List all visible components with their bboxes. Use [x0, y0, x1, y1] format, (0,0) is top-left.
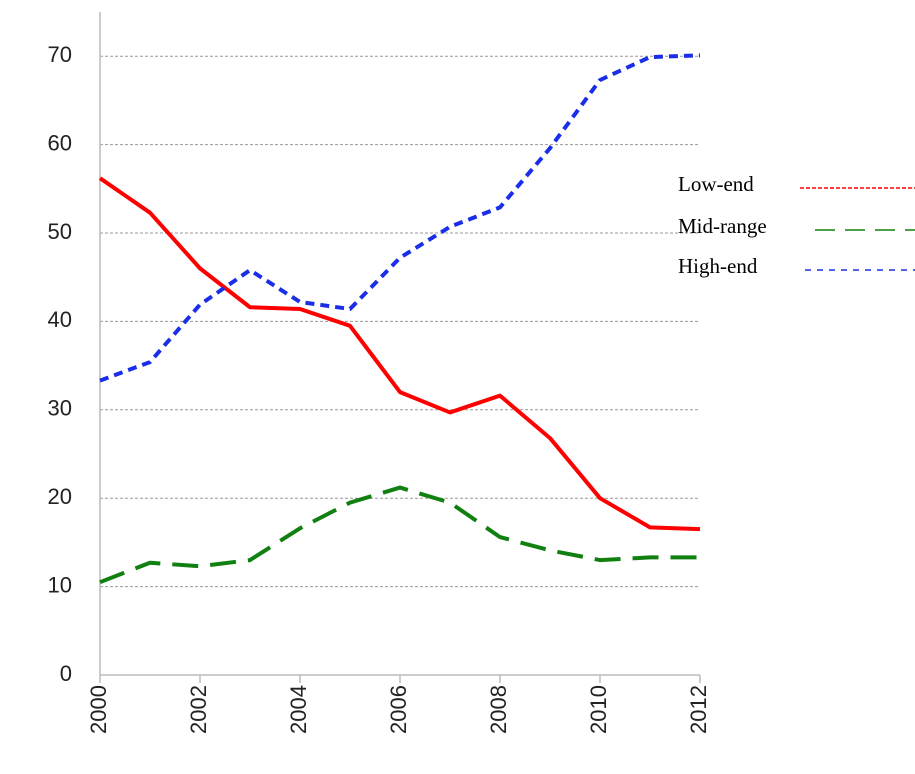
y-tick-label: 70 [48, 42, 72, 67]
y-tick-label: 60 [48, 130, 72, 155]
x-tick-label: 2008 [486, 685, 511, 734]
legend-label: High-end [678, 254, 758, 278]
x-tick-label: 2006 [386, 685, 411, 734]
x-tick-label: 2002 [186, 685, 211, 734]
y-tick-label: 30 [48, 396, 72, 421]
x-tick-label: 2012 [686, 685, 711, 734]
series-line [98, 176, 701, 532]
x-tick-label: 2010 [586, 685, 611, 734]
x-tick-label: 2000 [86, 685, 111, 734]
y-tick-label: 40 [48, 307, 72, 332]
legend-label: Mid-range [678, 214, 767, 238]
y-tick-label: 10 [48, 572, 72, 597]
x-tick-label: 2004 [286, 685, 311, 734]
legend-label: Low-end [678, 172, 754, 196]
y-tick-label: 20 [48, 484, 72, 509]
y-tick-label: 50 [48, 219, 72, 244]
series-line [99, 485, 700, 585]
y-tick-label: 0 [60, 661, 72, 686]
series-line [99, 53, 701, 383]
